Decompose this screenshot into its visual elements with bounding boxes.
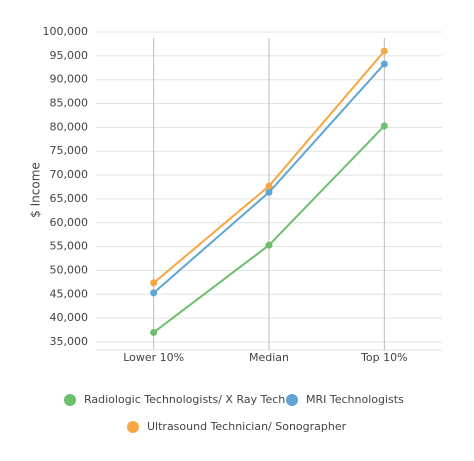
y-tick-label: 45,000 (50, 287, 89, 300)
data-point (150, 289, 158, 297)
x-tick-label: Lower 10% (123, 351, 184, 364)
data-point (265, 182, 273, 190)
data-point (380, 122, 388, 130)
y-tick-label: 60,000 (50, 216, 89, 229)
legend-label: MRI Technologists (306, 393, 404, 406)
data-point (265, 188, 273, 196)
y-tick-label: 75,000 (50, 144, 89, 157)
y-tick-label: 100,000 (43, 25, 89, 38)
y-tick-label: 55,000 (50, 240, 89, 253)
legend-swatch (127, 421, 139, 433)
y-tick-label: 40,000 (50, 311, 89, 324)
data-point (150, 279, 158, 287)
legend-label: Ultrasound Technician/ Sonographer (147, 420, 347, 433)
y-tick-label: 90,000 (50, 73, 89, 86)
y-tick-label: 65,000 (50, 192, 89, 205)
data-point (265, 241, 273, 249)
x-tick-label: Top 10% (360, 351, 408, 364)
data-point (150, 328, 158, 336)
y-tick-label: 80,000 (50, 120, 89, 133)
y-tick-label: 35,000 (50, 335, 89, 348)
y-tick-label: 50,000 (50, 263, 89, 276)
data-point (380, 60, 388, 68)
y-tick-label: 95,000 (50, 49, 89, 62)
y-tick-label: 85,000 (50, 97, 89, 110)
x-tick-label: Median (249, 351, 289, 364)
legend-swatch (64, 394, 76, 406)
legend-label: Radiologic Technologists/ X Ray Tech (84, 393, 285, 406)
y-axis-title: $ Income (29, 162, 43, 218)
legend-swatch (286, 394, 298, 406)
data-point (380, 47, 388, 55)
y-tick-label: 70,000 (50, 168, 89, 181)
plot: 35,000 40,000 45,000 50,000 55,000 60,000 65,0… (43, 25, 442, 364)
